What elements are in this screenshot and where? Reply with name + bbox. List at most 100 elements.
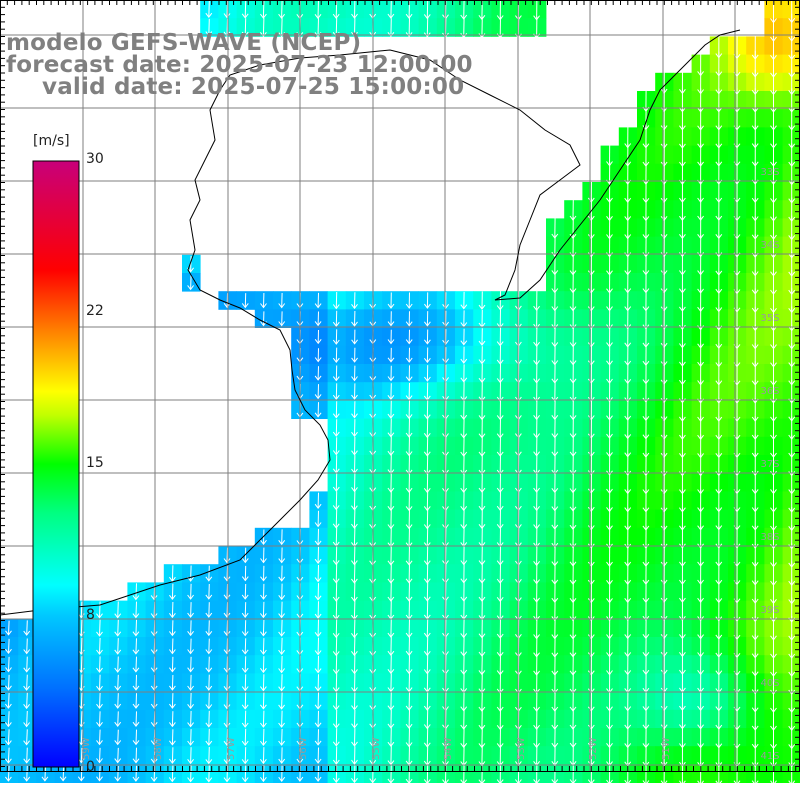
wind-arrow (405, 763, 413, 785)
wind-arrow (114, 729, 122, 746)
wind-arrow (260, 565, 267, 582)
wind-arrow (387, 691, 395, 711)
wind-arrow (332, 347, 340, 364)
lon-label: 52W (588, 737, 599, 760)
wind-arrow (23, 620, 31, 636)
wind-arrow (169, 693, 176, 709)
wind-cell (18, 691, 37, 711)
wind-arrow (332, 746, 340, 765)
wind-arrow (332, 310, 340, 328)
wind-arrow (241, 728, 249, 747)
wind-speed-field (0, 0, 800, 783)
wind-cell (18, 637, 37, 656)
wind-arrow (496, 763, 504, 785)
wind-arrow (260, 638, 267, 655)
wind-arrow (260, 18, 267, 38)
wind-arrow (405, 311, 413, 327)
wind-arrow (23, 638, 31, 655)
wind-arrow (351, 329, 358, 345)
wind-arrow (387, 0, 395, 19)
wind-cell (109, 691, 128, 711)
wind-arrow (332, 491, 340, 511)
wind-arrow (332, 401, 340, 419)
wind-cell (91, 655, 110, 674)
wind-arrow (533, 763, 540, 785)
wind-cell (18, 746, 37, 765)
wind-arrow (223, 674, 231, 692)
wind-arrow (278, 674, 285, 692)
wind-arrow (260, 619, 267, 637)
wind-arrow (351, 419, 358, 438)
lat-label: 39S (760, 605, 779, 616)
frame-ticks (0, 0, 800, 772)
wind-arrow (169, 674, 176, 691)
wind-arrow (424, 347, 431, 364)
wind-arrow (314, 692, 322, 710)
wind-arrow (260, 601, 267, 619)
wind-arrow (169, 601, 176, 619)
wind-arrow (5, 638, 12, 655)
wind-cell (109, 746, 128, 765)
wind-arrow (205, 583, 213, 600)
wind-arrow (223, 583, 231, 600)
wind-arrow (223, 0, 231, 19)
wind-arrow (241, 602, 249, 619)
wind-arrow (351, 292, 358, 310)
wind-arrow (405, 365, 413, 382)
lon-label: 58W (153, 737, 164, 760)
wind-arrow (23, 656, 31, 673)
wind-arrow (442, 329, 449, 346)
wind-arrow (278, 583, 286, 601)
wind-arrow (424, 329, 431, 345)
wind-arrow (314, 366, 322, 381)
wind-arrow (351, 691, 358, 711)
wind-cell (109, 709, 128, 729)
wind-arrow (260, 292, 267, 309)
lon-label: 53W (516, 737, 527, 760)
wind-arrow (387, 763, 395, 784)
lon-label: 56W (298, 737, 309, 760)
wind-arrow (187, 638, 194, 655)
wind-cell (18, 728, 37, 747)
wind-cell (109, 764, 128, 783)
wind-cell (127, 655, 146, 674)
wind-arrow (187, 765, 194, 783)
lon-label: 54W (443, 737, 454, 760)
wind-arrow (241, 583, 249, 600)
wind-arrow (23, 765, 31, 782)
wind-arrow (260, 765, 267, 783)
wind-cell (54, 764, 74, 783)
wind-arrow (314, 546, 322, 565)
wind-arrow (205, 692, 213, 710)
wind-arrow (23, 692, 30, 710)
longitude-labels: 59W 58W 57W 56W 55W 54W 53W 52W 51W (81, 737, 672, 760)
wind-arrow (423, 763, 431, 785)
wind-cell (109, 673, 128, 692)
wind-arrow (5, 711, 12, 728)
wind-cell (145, 764, 165, 783)
wind-arrow (223, 565, 231, 582)
wind-arrow (96, 619, 103, 637)
wind-cell (0, 691, 19, 711)
wind-arrow (314, 18, 322, 38)
wind-cell (72, 764, 92, 783)
lat-lon-grid (0, 0, 800, 772)
wind-arrow (5, 674, 12, 691)
wind-arrow (168, 765, 176, 783)
wind-arrow (460, 346, 468, 364)
wind-arrow (132, 747, 140, 764)
wind-cell (0, 637, 19, 656)
wind-arrow (332, 329, 340, 345)
wind-cell (127, 600, 146, 620)
wind-cell (109, 637, 128, 656)
wind-arrow (114, 619, 122, 637)
wind-arrow (205, 18, 213, 37)
wind-arrow (788, 762, 796, 786)
wind-arrow (314, 528, 322, 546)
wind-arrow (351, 728, 358, 747)
wind-arrow (387, 365, 395, 382)
wind-arrow (114, 711, 122, 728)
wind-arrow (114, 674, 122, 691)
wind-arrow (132, 601, 140, 619)
